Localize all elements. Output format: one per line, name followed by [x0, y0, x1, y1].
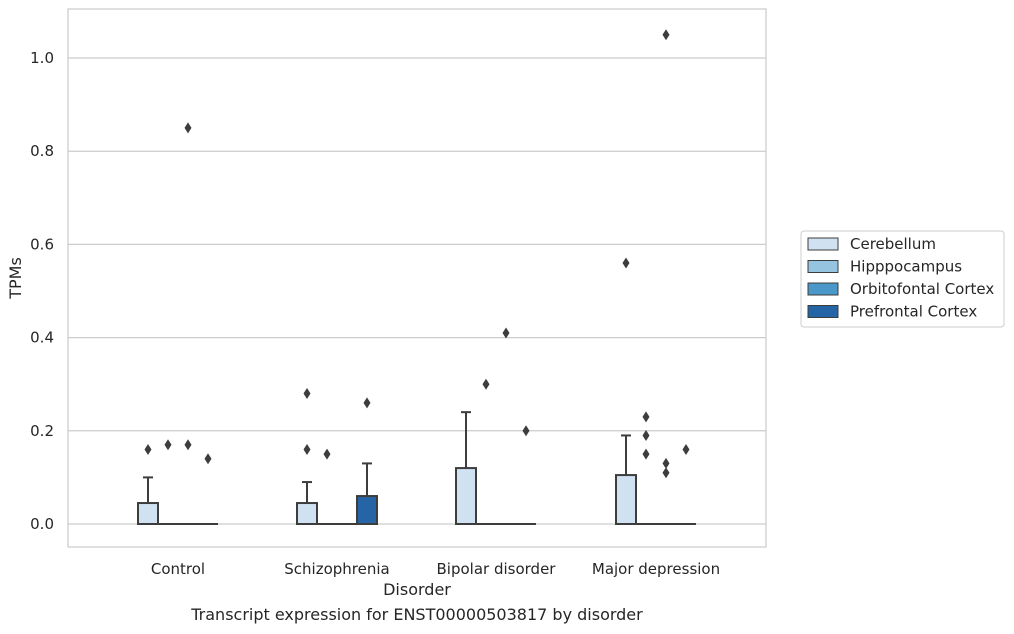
- box-prefrontal-cortex: [356, 397, 378, 526]
- plot-area-frame: [67, 8, 767, 548]
- box: [615, 474, 637, 526]
- outlier-point: [164, 439, 172, 451]
- outlier-point: [303, 388, 311, 400]
- outlier-point: [642, 411, 650, 423]
- legend-swatch: [807, 282, 839, 296]
- box-prefrontal-cortex: [198, 453, 218, 525]
- box-orbitofontal-cortex: [656, 29, 676, 525]
- box: [137, 502, 159, 525]
- legend-label: Orbitofontal Cortex: [850, 280, 994, 298]
- legend-label: Cerebellum: [850, 235, 936, 253]
- y-tick-label: 0.4: [30, 329, 54, 347]
- chart-caption: Transcript expression for ENST0000050381…: [191, 605, 643, 624]
- box: [356, 495, 378, 526]
- outlier-point: [642, 448, 650, 460]
- outlier-point: [303, 443, 311, 455]
- box-cerebellum: [296, 388, 318, 525]
- outlier-point: [622, 257, 630, 269]
- box-cerebellum: [137, 443, 159, 525]
- x-axis-title: Disorder: [383, 580, 451, 599]
- outlier-point: [323, 448, 331, 460]
- y-axis-ticks: 0.0 0.2 0.4 0.6 0.8 1.0: [30, 49, 54, 533]
- y-tick-label: 0.2: [30, 422, 54, 440]
- legend-label: Hipppocampus: [850, 258, 962, 276]
- box: [296, 502, 318, 525]
- box-plot-series: [137, 29, 696, 526]
- legend-frame: [800, 230, 1005, 328]
- outlier-point: [662, 29, 670, 41]
- box-cerebellum: [615, 257, 637, 526]
- box-hipppocampus: [317, 448, 337, 525]
- box-orbitofontal-cortex: [496, 327, 516, 525]
- outlier-point: [144, 443, 152, 455]
- outlier-point: [682, 443, 690, 455]
- y-tick-label: 0.8: [30, 142, 54, 160]
- legend-label: Prefrontal Cortex: [850, 303, 977, 321]
- legend: Cerebellum Hipppocampus Orbitofontal Corte…: [800, 230, 1005, 328]
- gridlines: [68, 57, 766, 525]
- box-hipppocampus: [636, 411, 656, 525]
- box-hipppocampus: [476, 378, 496, 525]
- x-tick-label: Control: [151, 560, 205, 578]
- outlier-point: [184, 122, 192, 134]
- box-prefrontal-cortex: [516, 425, 536, 525]
- outlier-point: [482, 378, 490, 390]
- box-cerebellum: [455, 411, 477, 525]
- y-axis-title: TPMs: [6, 257, 25, 300]
- outlier-point: [662, 457, 670, 469]
- x-tick-label: Schizophrenia: [284, 560, 389, 578]
- box-orbitofontal-cortex: [178, 122, 198, 525]
- box: [455, 467, 477, 525]
- outlier-point: [662, 467, 670, 479]
- box-hipppocampus: [158, 439, 178, 525]
- x-tick-label: Major depression: [592, 560, 720, 578]
- legend-items: Cerebellum Hipppocampus Orbitofontal Corte…: [807, 235, 994, 321]
- y-tick-label: 1.0: [30, 49, 54, 67]
- outlier-point: [642, 429, 650, 441]
- x-tick-label: Bipolar disorder: [437, 560, 557, 578]
- outlier-point: [184, 439, 192, 451]
- legend-swatch: [807, 260, 839, 273]
- legend-swatch: [807, 237, 839, 251]
- outlier-point: [363, 397, 371, 409]
- y-tick-label: 0.6: [30, 235, 54, 253]
- outlier-point: [204, 453, 212, 465]
- box-prefrontal-cortex: [676, 443, 696, 525]
- outlier-point: [522, 425, 530, 437]
- x-axis-ticks: Control Schizophrenia Bipolar disorder Majo…: [151, 560, 720, 578]
- legend-swatch: [807, 305, 839, 318]
- outlier-point: [502, 327, 510, 339]
- y-tick-label: 0.0: [30, 515, 54, 533]
